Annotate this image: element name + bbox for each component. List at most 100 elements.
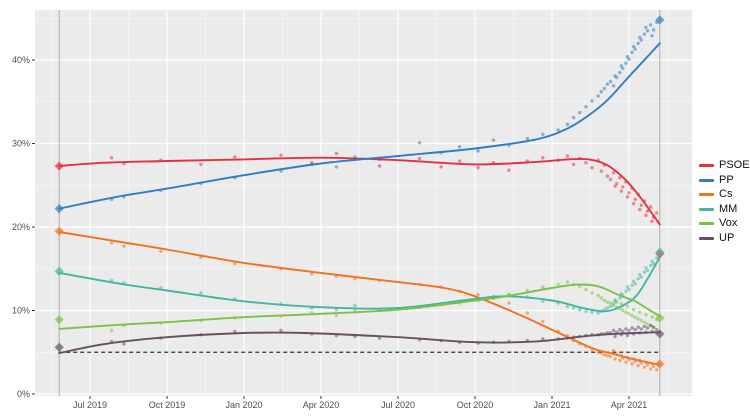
poll-point-Vox xyxy=(556,282,560,287)
poll-point-Vox xyxy=(633,315,637,319)
poll-point-PP xyxy=(596,94,600,98)
poll-point-PP xyxy=(578,110,582,115)
poll-point-Vox xyxy=(565,280,570,284)
poll-point-UP xyxy=(279,328,283,333)
poll-point-PSOE xyxy=(439,165,443,169)
legend-label: PP xyxy=(719,173,734,186)
legend-swatch-PP xyxy=(699,178,714,182)
poll-point-Vox xyxy=(599,296,603,300)
poll-point-PP xyxy=(605,82,610,86)
poll-point-MM xyxy=(590,310,594,314)
poll-point-Vox xyxy=(611,303,616,308)
trend-line-UP xyxy=(58,331,661,355)
poll-point-Cs xyxy=(476,292,480,297)
poll-point-MM xyxy=(650,259,654,263)
poll-point-Vox xyxy=(621,308,625,313)
poll-point-PSOE xyxy=(199,162,203,167)
result-diamond-MM-1 xyxy=(655,247,665,257)
poll-point-Vox xyxy=(541,285,545,289)
poll-point-PP xyxy=(645,29,650,33)
legend-item-Cs: Cs xyxy=(699,189,750,201)
poll-point-PP xyxy=(417,141,422,145)
legend-swatch-UP xyxy=(699,236,714,240)
poll-point-MM xyxy=(571,306,576,310)
poll-point-MM xyxy=(630,283,634,288)
poll-point-PP xyxy=(618,70,622,75)
x-tick-label: Apr 2021 xyxy=(611,400,648,410)
chart-legend: PSOE PP Cs MM Vox UP xyxy=(699,160,750,244)
poll-point-PP xyxy=(638,35,642,40)
poll-point-MM xyxy=(645,268,650,273)
result-diamond-Cs-1 xyxy=(655,359,665,369)
poll-point-PSOE xyxy=(631,201,636,206)
poll-point-UP xyxy=(639,327,643,331)
poll-point-PSOE xyxy=(650,219,654,223)
poll-point-PSOE xyxy=(627,191,631,195)
poll-point-PSOE xyxy=(638,207,642,212)
poll-point-Cs xyxy=(639,361,643,365)
poll-point-MM xyxy=(638,272,642,277)
poll-point-Cs xyxy=(613,357,617,361)
poll-point-UP xyxy=(611,328,616,333)
trend-line-Cs xyxy=(58,231,661,366)
legend-item-PP: PP xyxy=(699,173,750,187)
poll-point-Vox xyxy=(624,310,628,314)
poll-point-Vox xyxy=(584,287,588,292)
poll-point-MM xyxy=(644,266,648,270)
result-diamond-UP-0 xyxy=(54,342,64,352)
poll-point-PP xyxy=(525,136,530,141)
poll-point-PSOE xyxy=(541,156,545,160)
legend-swatch-Vox xyxy=(699,222,714,226)
result-diamond-PP-1 xyxy=(655,15,665,25)
poll-point-MM xyxy=(596,311,600,315)
poll-point-PSOE xyxy=(590,166,594,170)
poll-point-MM xyxy=(565,304,570,308)
poll-point-MM xyxy=(651,262,656,266)
poll-point-Cs xyxy=(630,362,634,366)
poll-point-PP xyxy=(584,105,588,109)
x-tick-label: Jan 2020 xyxy=(225,400,262,410)
poll-point-Cs xyxy=(605,353,610,358)
result-diamond-MM-0 xyxy=(54,266,64,276)
poll-point-MM xyxy=(648,263,653,268)
poll-point-MM xyxy=(639,275,643,279)
poll-point-UP xyxy=(233,329,237,334)
poll-point-Vox xyxy=(602,298,607,303)
poll-point-PSOE xyxy=(571,162,576,167)
y-tick-label: 10% xyxy=(12,306,30,316)
poll-point-UP xyxy=(636,325,640,329)
poll-point-PSOE xyxy=(608,177,613,182)
poll-point-Cs xyxy=(109,241,114,245)
poll-point-PSOE xyxy=(639,203,643,207)
poll-point-PP xyxy=(631,44,636,49)
result-diamond-Vox-0 xyxy=(54,315,64,325)
poll-point-Cs xyxy=(507,301,511,305)
poll-point-Cs xyxy=(122,244,126,248)
result-diamond-PSOE-0 xyxy=(54,161,64,171)
poll-point-PP xyxy=(611,84,616,88)
poll-point-Vox xyxy=(630,313,634,318)
poll-point-MM xyxy=(642,270,647,274)
poll-point-UP xyxy=(627,328,631,333)
poll-point-UP xyxy=(651,325,656,329)
poll-point-PSOE xyxy=(605,174,610,178)
poll-point-Cs xyxy=(636,363,640,368)
legend-label: PSOE xyxy=(719,159,750,172)
legend-label: Cs xyxy=(719,188,733,201)
poll-point-PP xyxy=(334,165,339,169)
poll-point-Cs xyxy=(618,358,622,363)
poll-point-PP xyxy=(599,90,603,94)
poll-point-UP xyxy=(624,327,628,331)
poll-point-MM xyxy=(578,308,582,312)
poll-point-UP xyxy=(122,342,126,346)
poll-point-Vox xyxy=(642,320,647,324)
poll-point-Cs xyxy=(608,354,613,359)
poll-point-Vox xyxy=(608,301,613,305)
legend-swatch-Cs xyxy=(699,193,714,197)
legend-item-PSOE: PSOE xyxy=(699,160,750,172)
result-diamond-Vox-1 xyxy=(655,313,665,323)
poll-point-PSOE xyxy=(655,211,659,215)
poll-point-PSOE xyxy=(644,213,648,217)
poll-point-PSOE xyxy=(619,189,623,193)
